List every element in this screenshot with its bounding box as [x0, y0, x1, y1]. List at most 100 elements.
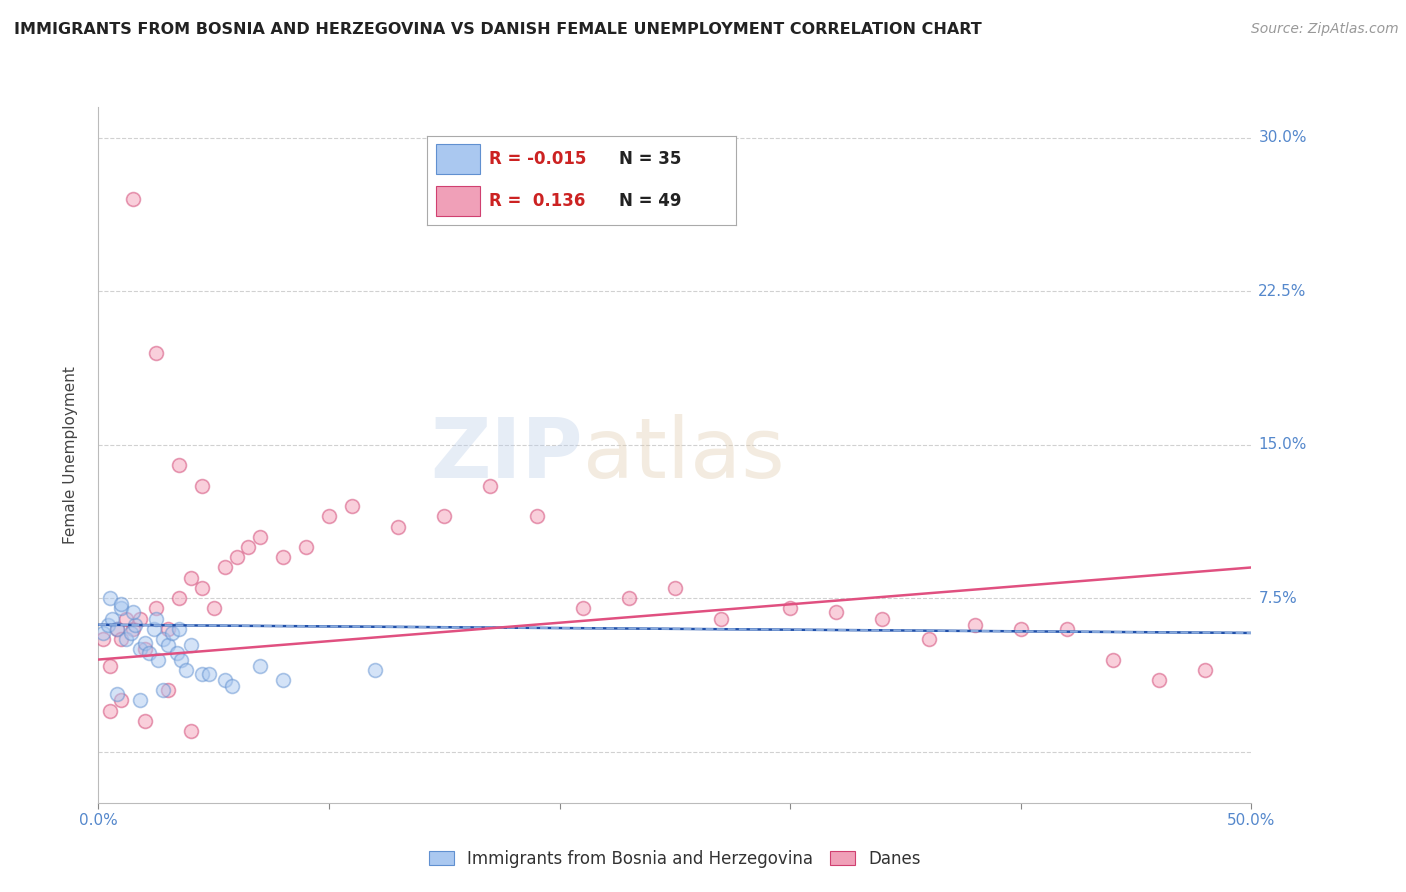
Point [387, 519, 409, 533]
Point [191, 478, 214, 492]
Point [98, 704, 121, 718]
Point [174, 663, 197, 677]
Point [1056, 622, 1078, 636]
Point [825, 606, 848, 620]
Point [214, 560, 236, 574]
Point [138, 647, 160, 661]
Point [779, 601, 801, 615]
Point [110, 632, 132, 646]
Point [167, 591, 190, 606]
Point [129, 693, 152, 707]
Point [872, 612, 894, 626]
Text: R =  0.136: R = 0.136 [489, 193, 585, 211]
Point [91, 626, 114, 640]
Point [180, 571, 202, 585]
Point [145, 612, 167, 626]
Point [571, 601, 593, 615]
Point [170, 652, 193, 666]
Point [202, 601, 225, 615]
Point [1194, 663, 1216, 677]
Point [340, 499, 363, 513]
Point [167, 622, 190, 636]
Point [617, 591, 640, 606]
Point [238, 540, 260, 554]
Y-axis label: Female Unemployment: Female Unemployment [63, 366, 77, 544]
Point [1010, 622, 1032, 636]
Point [110, 601, 132, 615]
Point [115, 612, 138, 626]
Point [364, 663, 387, 677]
Point [180, 638, 202, 652]
Point [191, 666, 214, 681]
Point [101, 612, 124, 626]
Point [479, 478, 502, 492]
Point [198, 666, 221, 681]
Point [295, 540, 318, 554]
Point [122, 622, 145, 636]
Bar [436, 186, 479, 217]
Text: ZIP: ZIP [430, 415, 582, 495]
Point [110, 693, 132, 707]
Point [249, 530, 271, 544]
Point [249, 658, 271, 673]
Point [97, 617, 120, 632]
Point [129, 642, 152, 657]
Point [963, 617, 986, 632]
Point [105, 622, 128, 636]
Point [110, 597, 132, 611]
Point [917, 632, 939, 646]
Text: 7.5%: 7.5% [1258, 591, 1298, 606]
Legend: Immigrants from Bosnia and Herzegovina, Danes: Immigrants from Bosnia and Herzegovina, … [422, 843, 928, 874]
Point [225, 550, 247, 565]
Text: 30.0%: 30.0% [1258, 130, 1306, 145]
Point [115, 632, 138, 646]
Point [98, 658, 121, 673]
Point [105, 687, 128, 701]
Point [318, 509, 340, 524]
Point [433, 509, 456, 524]
Text: atlas: atlas [582, 415, 785, 495]
Point [148, 652, 170, 666]
Point [160, 626, 183, 640]
Point [105, 622, 128, 636]
Point [134, 642, 156, 657]
Point [98, 591, 121, 606]
Point [271, 550, 294, 565]
Text: Source: ZipAtlas.com: Source: ZipAtlas.com [1251, 22, 1399, 37]
Point [124, 617, 146, 632]
Point [166, 647, 188, 661]
Point [191, 581, 214, 595]
Point [221, 679, 243, 693]
Point [156, 638, 179, 652]
Point [134, 714, 156, 728]
Point [710, 612, 733, 626]
Point [271, 673, 294, 687]
Point [180, 724, 202, 739]
Point [129, 612, 152, 626]
Text: N = 49: N = 49 [619, 193, 682, 211]
Point [526, 509, 548, 524]
Point [120, 626, 142, 640]
Point [167, 458, 190, 472]
Point [214, 673, 236, 687]
Point [664, 581, 686, 595]
Point [122, 192, 145, 206]
Point [152, 632, 174, 646]
Text: N = 35: N = 35 [619, 151, 681, 169]
Bar [436, 145, 479, 175]
Point [91, 632, 114, 646]
Point [1102, 652, 1125, 666]
Point [156, 683, 179, 698]
Point [142, 622, 165, 636]
Point [156, 622, 179, 636]
Point [145, 601, 167, 615]
Text: R = -0.015: R = -0.015 [489, 151, 586, 169]
Point [134, 636, 156, 650]
Text: IMMIGRANTS FROM BOSNIA AND HERZEGOVINA VS DANISH FEMALE UNEMPLOYMENT CORRELATION: IMMIGRANTS FROM BOSNIA AND HERZEGOVINA V… [14, 22, 981, 37]
Point [122, 606, 145, 620]
Text: 15.0%: 15.0% [1258, 437, 1306, 452]
Point [145, 345, 167, 359]
Text: 22.5%: 22.5% [1258, 284, 1306, 299]
Point [152, 683, 174, 698]
Point [1147, 673, 1170, 687]
